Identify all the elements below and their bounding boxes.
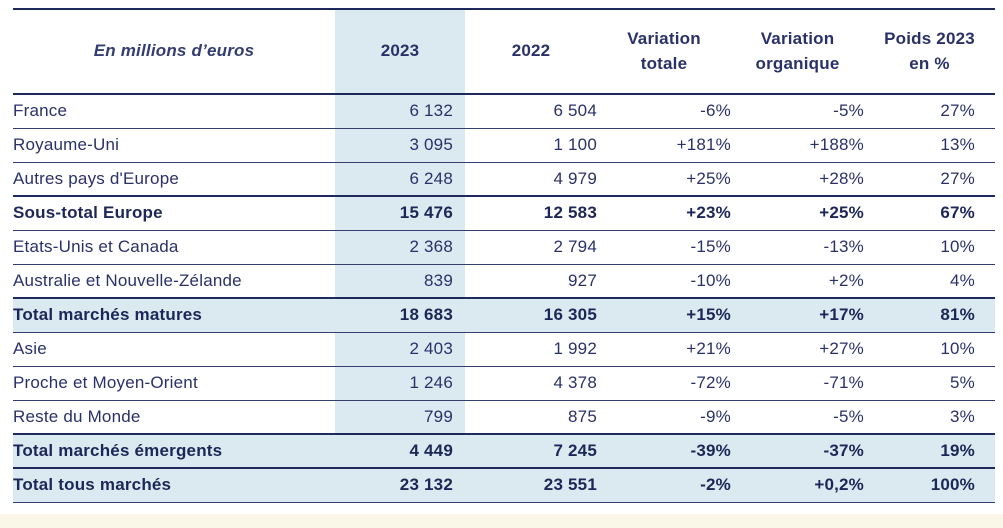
cell-variation-organique: +17% bbox=[819, 305, 864, 325]
cell-2023: 4 449 bbox=[335, 434, 465, 468]
cell-variation-totale: -10% bbox=[690, 270, 731, 290]
cell-poids: 4% bbox=[950, 270, 975, 290]
cell-2022: 7 245 bbox=[553, 441, 597, 460]
column-header-2022-text: 2022 bbox=[511, 41, 551, 61]
cell-variation-organique: -5% bbox=[833, 406, 864, 426]
table-header-row: En millions d’euros 2023 2022 Variation … bbox=[13, 9, 995, 94]
cell-2023: 2 368 bbox=[335, 230, 465, 264]
row-label: Australie et Nouvelle-Zélande bbox=[13, 270, 242, 290]
cell-poids: 100% bbox=[930, 475, 975, 495]
cell-variation-totale: -15% bbox=[690, 237, 731, 256]
cell-2023: 839 bbox=[335, 264, 465, 298]
revenue-by-region-table: En millions d’euros 2023 2022 Variation … bbox=[13, 8, 995, 503]
cell-variation-organique: +25% bbox=[819, 203, 864, 223]
cell-2022: 2 794 bbox=[553, 237, 597, 256]
cell-poids: 27% bbox=[940, 101, 975, 121]
cell-variation-totale: +15% bbox=[686, 305, 731, 325]
table-row-australie-nouvelle-zelande: Australie et Nouvelle-Zélande 839 927 -1… bbox=[13, 264, 995, 298]
cell-2022: 6 504 bbox=[553, 101, 597, 121]
table-row-proche-moyen-orient: Proche et Moyen-Orient 1 246 4 378 -72% … bbox=[13, 366, 995, 400]
table-row-total-marches-matures: Total marchés matures 18 683 16 305 +15%… bbox=[13, 298, 995, 332]
cell-variation-organique: +2% bbox=[828, 270, 864, 290]
cell-poids: 67% bbox=[940, 203, 975, 223]
cell-2022: 927 bbox=[568, 270, 597, 290]
cell-2022: 12 583 bbox=[543, 203, 597, 223]
cell-2023: 6 132 bbox=[335, 94, 465, 128]
column-header-variation-totale-text: Variation totale bbox=[627, 28, 701, 73]
row-label: Royaume-Uni bbox=[13, 135, 120, 154]
cell-2022: 16 305 bbox=[543, 305, 597, 325]
cell-poids: 13% bbox=[940, 135, 975, 154]
column-header-variation-organique-text: Variation organique bbox=[755, 28, 840, 73]
cell-variation-organique: -13% bbox=[823, 237, 864, 256]
cell-poids: 5% bbox=[950, 373, 975, 392]
table-row-asie: Asie 2 403 1 992 +21% +27% 10% bbox=[13, 332, 995, 366]
cell-variation-totale: -9% bbox=[700, 406, 731, 426]
page-bottom-strip bbox=[0, 514, 1003, 528]
column-header-variation-organique: Variation organique bbox=[731, 9, 864, 94]
column-header-poids-2023: Poids 2023 en % bbox=[864, 9, 995, 94]
cell-variation-totale: +21% bbox=[686, 339, 731, 358]
row-label: France bbox=[13, 101, 68, 121]
cell-2022: 4 378 bbox=[553, 373, 597, 392]
cell-variation-organique: +27% bbox=[819, 339, 864, 358]
table-row-total-tous-marches: Total tous marchés 23 132 23 551 -2% +0,… bbox=[13, 468, 995, 502]
table-row-etats-unis-canada: Etats-Unis et Canada 2 368 2 794 -15% -1… bbox=[13, 230, 995, 264]
row-label: Sous-total Europe bbox=[13, 203, 163, 223]
cell-poids: 10% bbox=[940, 237, 975, 256]
cell-2022: 1 992 bbox=[553, 339, 597, 358]
cell-2023: 799 bbox=[335, 400, 465, 434]
cell-poids: 10% bbox=[940, 339, 975, 358]
row-label: Total marchés matures bbox=[13, 305, 203, 325]
column-header-2023: 2023 bbox=[335, 9, 465, 94]
cell-poids: 3% bbox=[950, 406, 975, 426]
cell-2023: 3 095 bbox=[335, 128, 465, 162]
row-label: Total tous marchés bbox=[13, 475, 172, 495]
row-label: Autres pays d'Europe bbox=[13, 168, 180, 188]
table-row-sous-total-europe: Sous-total Europe 15 476 12 583 +23% +25… bbox=[13, 196, 995, 230]
cell-2023: 2 403 bbox=[335, 332, 465, 366]
cell-2023: 18 683 bbox=[335, 298, 465, 332]
row-label: Reste du Monde bbox=[13, 406, 141, 426]
cell-variation-totale: +25% bbox=[686, 168, 731, 188]
cell-variation-organique: -71% bbox=[823, 373, 864, 392]
unit-label: En millions d’euros bbox=[93, 41, 255, 61]
cell-poids: 81% bbox=[940, 305, 975, 325]
cell-variation-totale: -2% bbox=[700, 475, 731, 495]
cell-2023: 23 132 bbox=[335, 468, 465, 502]
cell-variation-organique: +0,2% bbox=[814, 475, 864, 495]
row-label: Total marchés émergents bbox=[13, 441, 223, 460]
cell-2022: 875 bbox=[568, 406, 597, 426]
row-label: Asie bbox=[13, 339, 47, 358]
table-row-france: France 6 132 6 504 -6% -5% 27% bbox=[13, 94, 995, 128]
row-label: Etats-Unis et Canada bbox=[13, 237, 179, 256]
column-header-2022: 2022 bbox=[465, 9, 597, 94]
cell-2022: 1 100 bbox=[553, 135, 597, 154]
table-row-autres-pays-europe: Autres pays d'Europe 6 248 4 979 +25% +2… bbox=[13, 162, 995, 196]
cell-2023: 15 476 bbox=[335, 196, 465, 230]
cell-variation-organique: -37% bbox=[823, 441, 864, 460]
cell-variation-organique: +28% bbox=[819, 168, 864, 188]
table-row-reste-du-monde: Reste du Monde 799 875 -9% -5% 3% bbox=[13, 400, 995, 434]
cell-variation-totale: -39% bbox=[690, 441, 731, 460]
column-header-2023-text: 2023 bbox=[380, 41, 420, 61]
cell-variation-organique: -5% bbox=[833, 101, 864, 121]
cell-variation-totale: -6% bbox=[700, 101, 731, 121]
cell-2023: 6 248 bbox=[335, 162, 465, 196]
cell-variation-totale: -72% bbox=[690, 373, 731, 392]
cell-variation-organique: +188% bbox=[809, 135, 864, 154]
cell-variation-totale: +181% bbox=[676, 135, 731, 154]
cell-2022: 4 979 bbox=[553, 168, 597, 188]
cell-poids: 27% bbox=[940, 168, 975, 188]
row-label: Proche et Moyen-Orient bbox=[13, 373, 198, 392]
cell-poids: 19% bbox=[940, 441, 975, 460]
cell-2023: 1 246 bbox=[335, 366, 465, 400]
table-row-total-marches-emergents: Total marchés émergents 4 449 7 245 -39%… bbox=[13, 434, 995, 468]
cell-2022: 23 551 bbox=[543, 475, 597, 495]
column-header-poids-2023-text: Poids 2023 en % bbox=[884, 28, 975, 73]
cell-variation-totale: +23% bbox=[686, 203, 731, 223]
column-header-variation-totale: Variation totale bbox=[597, 9, 731, 94]
table-row-royaume-uni: Royaume-Uni 3 095 1 100 +181% +188% 13% bbox=[13, 128, 995, 162]
